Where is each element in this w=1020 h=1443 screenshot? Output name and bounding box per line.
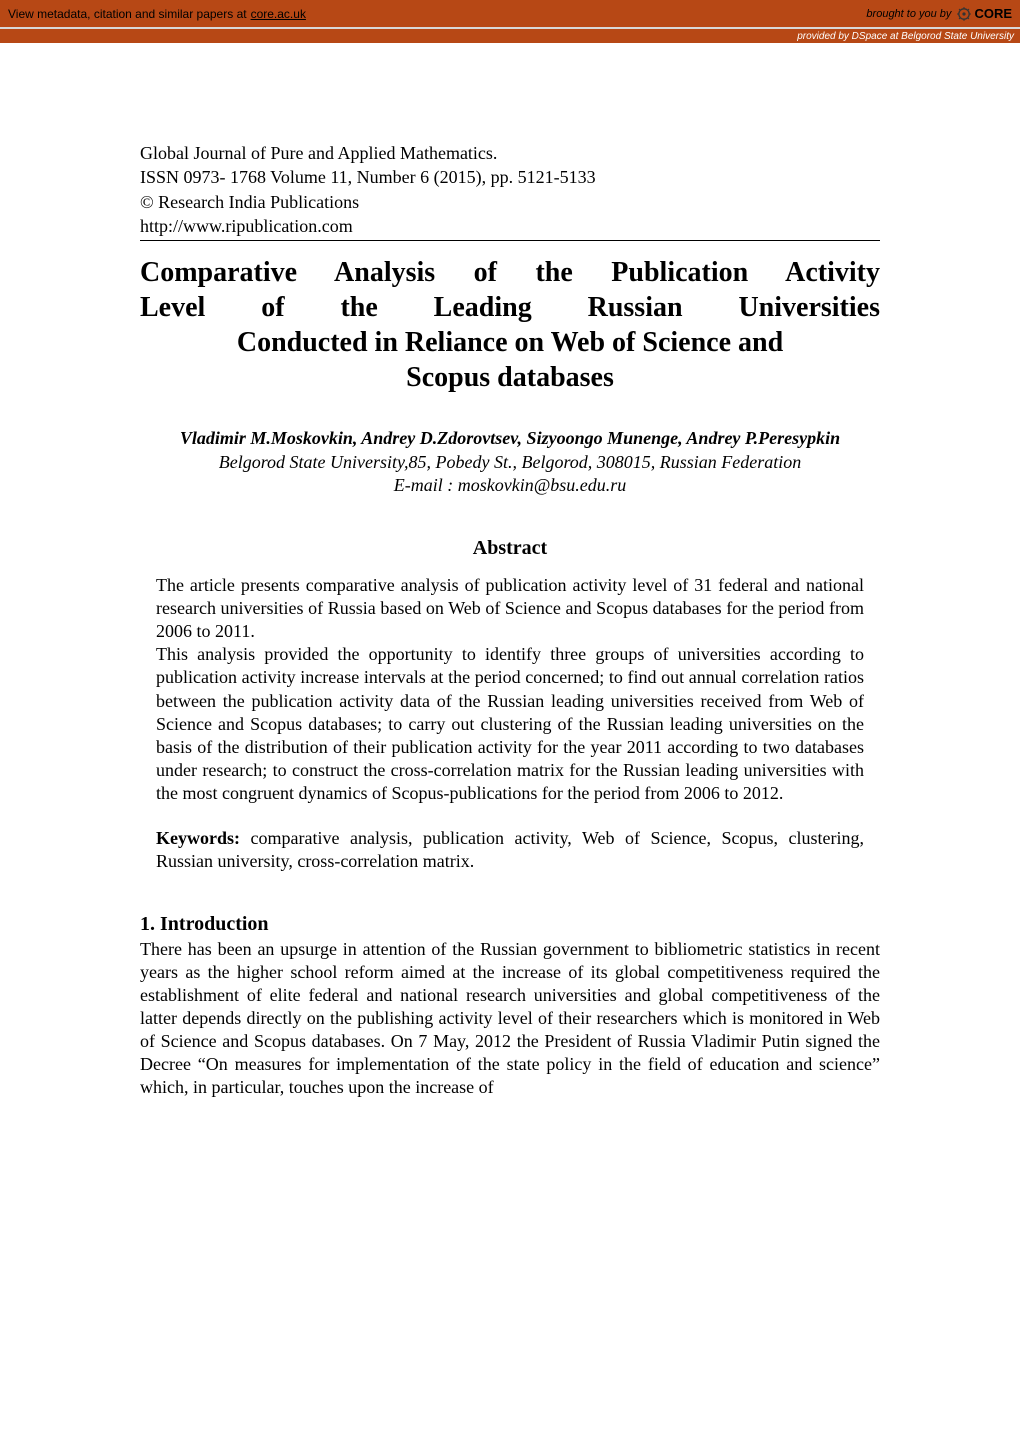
core-badge[interactable]: CORE <box>957 6 1012 21</box>
journal-publisher: © Research India Publications <box>140 190 880 214</box>
core-link[interactable]: core.ac.uk <box>251 7 306 21</box>
abstract-p2: This analysis provided the opportunity t… <box>156 644 864 802</box>
title-line-3: Conducted in Reliance on Web of Science … <box>140 325 880 360</box>
journal-header: Global Journal of Pure and Applied Mathe… <box>140 141 880 241</box>
provided-by-text: provided by DSpace at Belgorod State Uni… <box>797 31 1014 42</box>
brought-by-text: brought to you by <box>866 8 951 20</box>
section-1-heading: 1. Introduction <box>140 913 880 936</box>
journal-url: http://www.ripublication.com <box>140 214 880 238</box>
paper-title: Comparative Analysis of the Publication … <box>140 255 880 395</box>
provided-by-banner: provided by DSpace at Belgorod State Uni… <box>0 27 1020 43</box>
section-1-body: There has been an upsurge in attention o… <box>140 938 880 1099</box>
core-logo-icon <box>957 7 971 21</box>
journal-name: Global Journal of Pure and Applied Mathe… <box>140 141 880 165</box>
abstract-body: The article presents comparative analysi… <box>156 574 864 804</box>
keywords-text: comparative analysis, publication activi… <box>156 828 864 871</box>
title-line-4: Scopus databases <box>140 360 880 395</box>
affiliation-address: Belgorod State University,85, Pobedy St.… <box>140 451 880 474</box>
title-line-2: Level of the Leading Russian Universitie… <box>140 290 880 325</box>
keywords-label: Keywords: <box>156 828 240 848</box>
authors: Vladimir M.Moskovkin, Andrey D.Zdorovtse… <box>140 427 880 450</box>
core-label: CORE <box>974 6 1012 21</box>
core-banner: View metadata, citation and similar pape… <box>0 0 1020 27</box>
metadata-text: View metadata, citation and similar pape… <box>8 7 247 21</box>
banner-left: View metadata, citation and similar pape… <box>8 7 306 21</box>
page-content: Global Journal of Pure and Applied Mathe… <box>0 43 1020 1139</box>
affiliation: Belgorod State University,85, Pobedy St.… <box>140 451 880 498</box>
affiliation-email: E-mail : moskovkin@bsu.edu.ru <box>140 474 880 497</box>
abstract-heading: Abstract <box>140 537 880 560</box>
journal-issn: ISSN 0973- 1768 Volume 11, Number 6 (201… <box>140 165 880 189</box>
abstract-p1: The article presents comparative analysi… <box>156 575 864 641</box>
title-line-1: Comparative Analysis of the Publication … <box>140 255 880 290</box>
keywords-block: Keywords: comparative analysis, publicat… <box>156 827 864 873</box>
banner-right: brought to you by CORE <box>866 6 1012 21</box>
